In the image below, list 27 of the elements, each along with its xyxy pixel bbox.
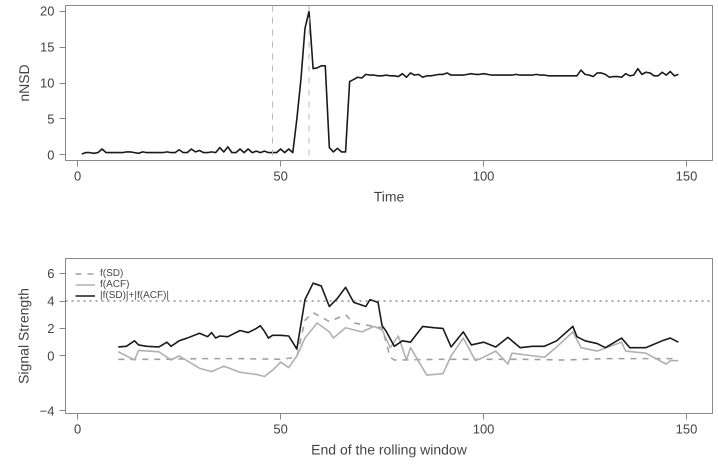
- y-tick-label: −4: [40, 403, 55, 418]
- line-series: [117, 322, 680, 378]
- x-axis-title: End of the rolling window: [311, 442, 468, 458]
- legend-label: f(ACF): [100, 279, 130, 290]
- legend-label: f(SD): [100, 268, 124, 279]
- y-tick-label: 20: [40, 4, 55, 19]
- x-tick-label: 50: [273, 422, 288, 436]
- x-tick-label: 100: [472, 168, 494, 184]
- y-axis-title: nNSD: [16, 64, 32, 102]
- x-tick-label: 0: [74, 168, 82, 184]
- x-tick-label: 0: [74, 422, 82, 436]
- y-tick-label: 4: [47, 294, 55, 309]
- y-tick-label: 15: [40, 40, 55, 55]
- y-axis-title: Signal Strength: [16, 288, 32, 384]
- x-tick-label: 150: [676, 168, 698, 184]
- x-axis-title: Time: [374, 188, 405, 204]
- y-tick-label: 10: [40, 76, 55, 90]
- y-tick-label: 2: [47, 320, 55, 336]
- y-tick-label: 0: [47, 147, 55, 162]
- x-tick-label: 100: [472, 422, 494, 436]
- legend-label: |f(SD)|+|f(ACF)|: [100, 290, 169, 301]
- line-series: [80, 10, 680, 155]
- x-tick-label: 50: [273, 168, 288, 184]
- y-tick-label: 6: [47, 266, 55, 282]
- x-tick-label: 150: [676, 422, 698, 436]
- y-tick-label: 0: [47, 348, 55, 364]
- y-tick-label: 5: [47, 111, 55, 126]
